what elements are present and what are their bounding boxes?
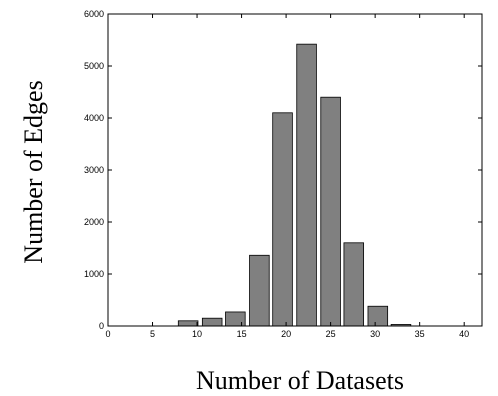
x-tick-label: 10 (192, 329, 202, 339)
y-tick-label: 1000 (84, 269, 104, 279)
bar (201, 317, 223, 327)
bar (296, 43, 317, 327)
bar (177, 320, 199, 327)
bar (225, 311, 246, 327)
y-tick-label: 3000 (84, 165, 104, 175)
y-tick-label: 4000 (84, 113, 104, 123)
y-tick-label: 0 (99, 321, 104, 331)
bars (177, 43, 412, 327)
plot-frame (107, 13, 483, 327)
x-tick-label: 20 (281, 329, 291, 339)
x-tick-label: 25 (326, 329, 336, 339)
x-axis-title: Number of Datasets (196, 366, 404, 395)
y-tick-label: 2000 (84, 217, 104, 227)
bar (272, 112, 293, 327)
y-tick-label: 5000 (84, 61, 104, 71)
y-tick-label: 6000 (84, 9, 104, 19)
bar (343, 242, 365, 327)
x-tick-label: 30 (370, 329, 380, 339)
x-tick-label: 35 (415, 329, 425, 339)
bar (320, 96, 341, 327)
y-axis-title: Number of Edges (19, 80, 48, 263)
y-axis: 0 1000 2000 3000 4000 5000 6000 (84, 9, 482, 331)
x-tick-label: 15 (237, 329, 247, 339)
x-tick-label: 0 (105, 329, 110, 339)
x-tick-label: 5 (150, 329, 155, 339)
bar (249, 254, 270, 327)
x-tick-label: 40 (459, 329, 469, 339)
bar (367, 305, 389, 327)
x-axis: 0 5 10 15 20 25 30 35 40 (105, 14, 469, 339)
